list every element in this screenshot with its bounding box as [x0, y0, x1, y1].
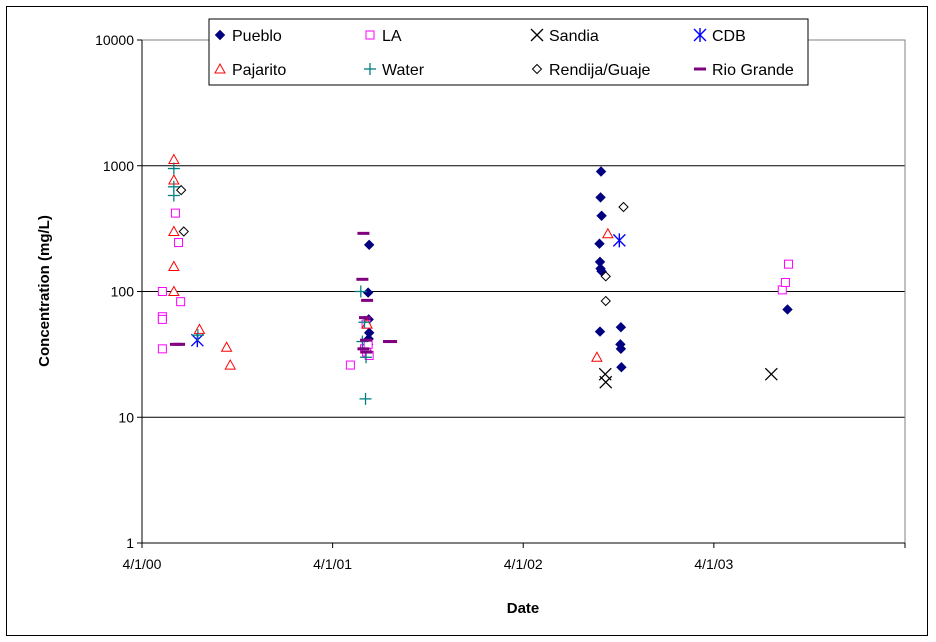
point-pajarito	[168, 225, 180, 237]
point-pueblo	[363, 239, 375, 251]
point-sandia	[599, 375, 613, 389]
point-rendija-guaje	[600, 295, 611, 307]
point-la	[345, 360, 355, 370]
data-points	[157, 153, 794, 405]
point-pajarito	[193, 323, 206, 334]
point-water	[359, 392, 372, 405]
legend-label-la: LA	[382, 28, 402, 45]
gridlines	[142, 165, 905, 418]
point-pueblo	[594, 326, 606, 337]
point-rendija-guaje	[600, 271, 611, 282]
legend-label-pueblo: Pueblo	[232, 28, 282, 45]
point-pueblo	[362, 287, 374, 298]
point-pueblo	[616, 362, 627, 373]
legend-label-rio-grande: Rio Grande	[712, 62, 794, 79]
y-tick-label: 1000	[103, 158, 134, 174]
x-axis-title: Date	[507, 600, 540, 617]
legend-marker-cdb	[693, 28, 707, 42]
y-tick-label: 1	[126, 535, 134, 551]
point-la	[777, 285, 787, 295]
point-pajarito	[168, 285, 180, 296]
point-sandia	[764, 367, 778, 381]
point-pajarito	[224, 359, 237, 370]
legend-label-rendija-guaje: Rendija/Guaje	[549, 62, 651, 79]
point-la	[176, 297, 186, 307]
legend-label-water: Water	[382, 62, 425, 79]
point-la	[780, 277, 790, 287]
legend-marker-pajarito	[214, 62, 226, 74]
y-tick-label: 100	[111, 284, 135, 300]
legend: Pueblo LA Sandia CDB Pajarito Water Rendija/Gu…	[208, 18, 809, 86]
point-water	[167, 189, 180, 202]
point-la	[157, 344, 167, 354]
legend-marker-sandia	[530, 28, 544, 42]
point-la	[170, 208, 180, 218]
point-pueblo	[594, 238, 605, 249]
axis-ticks: 1 10 100 1000 10000 4/1/00 4/1/01 4/1/02 4/1/03	[95, 32, 906, 572]
x-tick-label: 4/1/00	[123, 556, 162, 572]
y-tick-label: 10	[118, 409, 134, 425]
point-water	[191, 329, 204, 342]
point-rendija-guaje	[175, 184, 187, 196]
legend-marker-rendija-guaje	[531, 63, 543, 75]
x-tick-label: 4/1/02	[504, 556, 543, 572]
point-la	[784, 259, 794, 269]
legend-label-cdb: CDB	[712, 28, 746, 45]
legend-marker-la	[365, 30, 375, 40]
point-la	[174, 238, 184, 248]
point-la	[157, 287, 167, 296]
point-pueblo	[615, 322, 627, 333]
x-tick-label: 4/1/03	[694, 556, 733, 572]
y-axis-title: Concentration (mg/L)	[36, 215, 53, 367]
legend-marker-water	[364, 63, 376, 75]
point-pueblo	[615, 343, 627, 355]
point-pajarito	[591, 351, 603, 362]
y-tick-label: 10000	[95, 32, 134, 48]
point-cdb	[612, 233, 626, 248]
point-pajarito	[168, 260, 180, 272]
legend-box	[208, 18, 809, 86]
point-water	[354, 285, 367, 298]
point-pajarito	[168, 153, 180, 165]
point-rendija-guaje	[618, 201, 629, 213]
legend-label-pajarito: Pajarito	[232, 62, 286, 79]
point-pueblo	[596, 210, 607, 221]
legend-marker-pueblo	[214, 29, 226, 41]
legend-label-sandia: Sandia	[549, 28, 599, 45]
point-pajarito	[220, 341, 233, 352]
point-rendija-guaje	[178, 226, 189, 237]
point-water	[167, 162, 180, 175]
point-la	[157, 314, 167, 324]
point-pueblo	[595, 192, 606, 203]
chart-area: 1 10 100 1000 10000 4/1/00 4/1/01 4/1/02 4/1/03 …	[6, 6, 928, 636]
point-pueblo	[782, 304, 793, 315]
x-tick-label: 4/1/01	[313, 556, 352, 572]
point-pueblo	[595, 166, 607, 177]
point-pajarito	[601, 227, 614, 239]
